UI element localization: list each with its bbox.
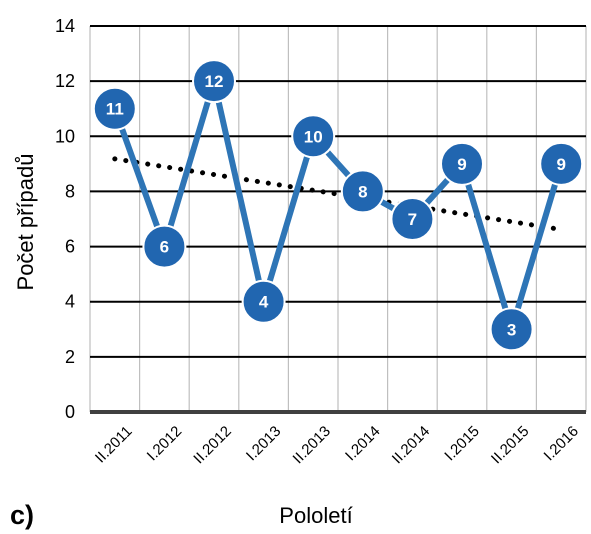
y-tick-label: 2 — [65, 347, 75, 367]
data-label: 8 — [358, 182, 367, 201]
data-label: 9 — [457, 155, 466, 174]
series-lines — [111, 69, 565, 340]
x-axis-label: Pololetí — [279, 503, 352, 528]
x-tick-label: II.2012 — [190, 423, 234, 467]
data-markers: 11 6 12 4 10 8 7 9 3 9 — [92, 59, 584, 352]
y-tick-label: 4 — [65, 292, 75, 312]
x-tick-label: I.2015 — [441, 423, 483, 465]
data-point: 9 — [539, 141, 584, 186]
data-marker — [92, 86, 137, 131]
data-label: 7 — [408, 210, 417, 229]
data-label: 11 — [106, 100, 124, 119]
y-tick-label: 14 — [55, 16, 75, 36]
y-tick-labels: 0 2 4 6 8 10 12 14 — [55, 16, 75, 422]
data-label: 12 — [205, 72, 224, 91]
data-point: 6 — [142, 224, 187, 269]
data-marker — [390, 197, 435, 241]
data-point: 12 — [192, 59, 236, 104]
data-point: 4 — [241, 279, 286, 324]
panel-label: c) — [10, 500, 35, 530]
x-tick-label: I.2016 — [541, 423, 583, 465]
data-point: 7 — [390, 197, 435, 241]
data-marker — [291, 114, 336, 159]
data-marker — [440, 141, 484, 186]
data-label: 4 — [259, 293, 269, 312]
vertical-gridlines — [89, 26, 587, 412]
y-tick-label: 6 — [65, 237, 75, 257]
data-point: 9 — [440, 141, 484, 186]
y-tick-label: 10 — [55, 126, 75, 146]
data-point: 10 — [291, 114, 336, 159]
x-tick-label: II.2014 — [389, 423, 433, 467]
data-label: 6 — [160, 238, 169, 257]
y-tick-label: 0 — [65, 402, 75, 422]
x-tick-label: I.2013 — [243, 423, 285, 465]
y-tick-label: 12 — [55, 71, 75, 91]
data-label: 10 — [304, 127, 323, 146]
x-tick-label: II.2011 — [92, 423, 136, 467]
data-point: 11 — [92, 86, 137, 131]
x-tick-label: II.2015 — [488, 423, 532, 467]
data-marker — [489, 307, 534, 352]
data-marker — [241, 279, 286, 324]
data-label: 9 — [556, 155, 565, 174]
y-tick-label: 8 — [65, 181, 75, 201]
x-tick-labels: II.2011 I.2012 II.2012 I.2013 II.2013 I.2014 I… — [92, 423, 582, 467]
y-axis-label: Počet případů — [13, 154, 38, 291]
data-label: 3 — [507, 320, 516, 339]
x-tick-label: I.2012 — [144, 423, 186, 465]
series-line — [111, 69, 565, 340]
data-point: 8 — [340, 169, 385, 214]
data-marker — [192, 59, 236, 104]
data-point: 3 — [489, 307, 534, 352]
data-marker — [340, 169, 385, 214]
x-tick-label: II.2013 — [290, 423, 334, 467]
x-tick-label: I.2014 — [342, 423, 384, 465]
data-marker — [539, 141, 584, 186]
data-marker — [142, 224, 187, 269]
